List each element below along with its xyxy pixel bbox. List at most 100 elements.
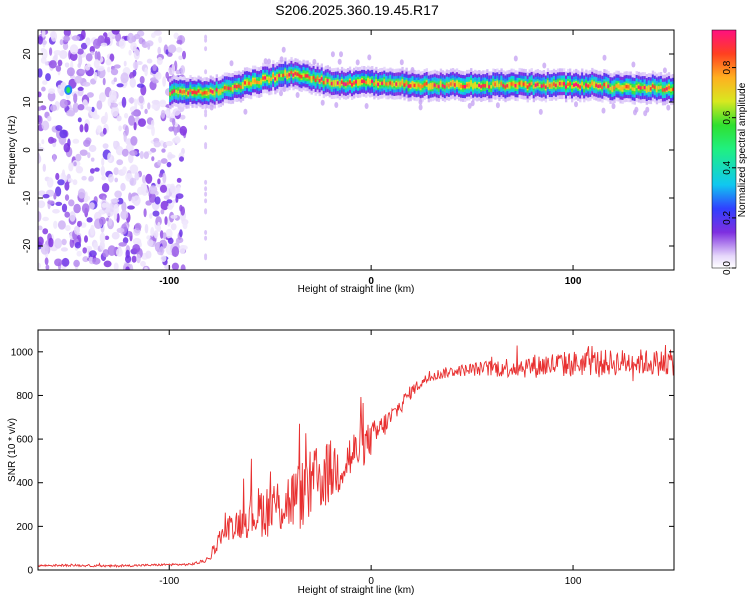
ridge-cell	[260, 79, 263, 84]
noise-blob	[166, 199, 173, 204]
ridge-cell	[528, 83, 531, 87]
noise-blob	[42, 228, 49, 235]
noise-blob	[131, 255, 137, 263]
noise-blob	[152, 79, 159, 84]
noise-blob	[179, 244, 186, 255]
noise-blob	[57, 220, 66, 230]
ridge-cell	[415, 84, 418, 88]
ridge-cell	[579, 85, 582, 89]
noise-blob	[107, 245, 117, 256]
noise-blob	[140, 260, 146, 267]
ridge-halo	[367, 54, 372, 61]
noise-blob	[167, 44, 177, 54]
ridge-cell	[241, 83, 245, 88]
ridge-cell	[506, 84, 509, 88]
ridge-cell	[239, 85, 243, 89]
noise-blob	[115, 32, 122, 43]
noise-blob	[101, 202, 108, 208]
ridge-cell	[423, 82, 426, 87]
noise-blob	[59, 129, 68, 139]
ridge-spot	[66, 87, 71, 93]
noise-blob	[133, 122, 137, 131]
noise-blob	[178, 55, 183, 61]
noise-blob	[111, 105, 119, 117]
noise-blob	[84, 235, 88, 243]
ridge-cell	[365, 80, 368, 85]
ridge-cell	[514, 84, 517, 88]
ridge-cell	[609, 86, 612, 91]
noise-blob	[113, 262, 119, 270]
ridge-cell	[637, 85, 640, 89]
noise-blob	[64, 62, 70, 68]
snr-marks	[38, 344, 674, 569]
ridge-cell	[599, 84, 602, 88]
ridge-cell	[375, 80, 378, 84]
noise-blob	[179, 229, 183, 238]
ridge-cell	[508, 83, 511, 87]
ridge-halo	[281, 46, 286, 53]
ridge-cell	[227, 86, 231, 90]
ridge-cell	[189, 88, 192, 93]
ridge-cell	[647, 86, 651, 91]
noise-blob	[99, 209, 105, 215]
noise-blob	[64, 181, 70, 191]
noise-blob	[204, 46, 208, 52]
noise-blob	[47, 200, 55, 205]
noise-blob	[55, 186, 62, 197]
spectrogram-y-label: Frequency (Hz)	[7, 116, 18, 185]
noise-blob	[120, 210, 129, 220]
noise-blob	[61, 238, 67, 246]
ridge-cell	[478, 83, 481, 88]
noise-blob	[204, 255, 208, 261]
ridge-cell	[595, 83, 598, 87]
noise-blob	[59, 98, 68, 109]
noise-blob	[77, 63, 81, 68]
ridge-cell	[496, 82, 499, 86]
noise-blob	[121, 148, 129, 157]
ridge-halo	[418, 104, 423, 111]
ridge-cell	[639, 86, 642, 90]
noise-blob	[204, 112, 208, 118]
ridge-cell	[655, 87, 659, 91]
ridge-cell	[292, 73, 295, 77]
noise-blob	[117, 197, 124, 205]
ridge-cell	[615, 84, 618, 88]
noise-blob	[113, 77, 118, 82]
ridge-cell	[532, 85, 535, 89]
noise-blob	[132, 195, 141, 207]
noise-blob	[46, 177, 54, 188]
ridge-halo	[229, 60, 234, 67]
ridge-cell	[359, 80, 362, 84]
ridge-cell	[205, 91, 208, 95]
ridge-cell	[351, 83, 354, 87]
ridge-cell	[552, 82, 556, 86]
ridge-cell	[546, 81, 550, 86]
ridge-cell	[587, 84, 590, 88]
noise-blob	[85, 245, 93, 251]
ridge-cell	[201, 91, 204, 96]
noise-blob	[61, 257, 70, 267]
ridge-halo	[470, 100, 475, 107]
ridge-cell	[169, 92, 172, 96]
ridge-cell	[631, 87, 634, 91]
ridge-cell	[403, 83, 406, 87]
ridge-cell	[250, 82, 253, 86]
noise-blob	[124, 112, 129, 119]
noise-blob	[123, 60, 127, 67]
noise-blob	[166, 161, 172, 168]
noise-blob	[71, 35, 81, 41]
noise-blob	[157, 159, 162, 166]
spectrogram-marks	[38, 30, 674, 270]
ridge-cell	[330, 81, 334, 86]
ridge-cell	[377, 82, 380, 87]
noise-blob	[154, 196, 161, 205]
noise-blob	[38, 154, 42, 164]
noise-blob	[82, 247, 87, 254]
noise-blob	[89, 46, 96, 53]
noise-blob	[159, 184, 168, 193]
ridge-halo	[495, 102, 500, 109]
noise-blob	[160, 109, 166, 119]
ridge-cell	[211, 90, 214, 94]
ridge-cell	[571, 85, 574, 89]
ridge-cell	[512, 82, 515, 86]
